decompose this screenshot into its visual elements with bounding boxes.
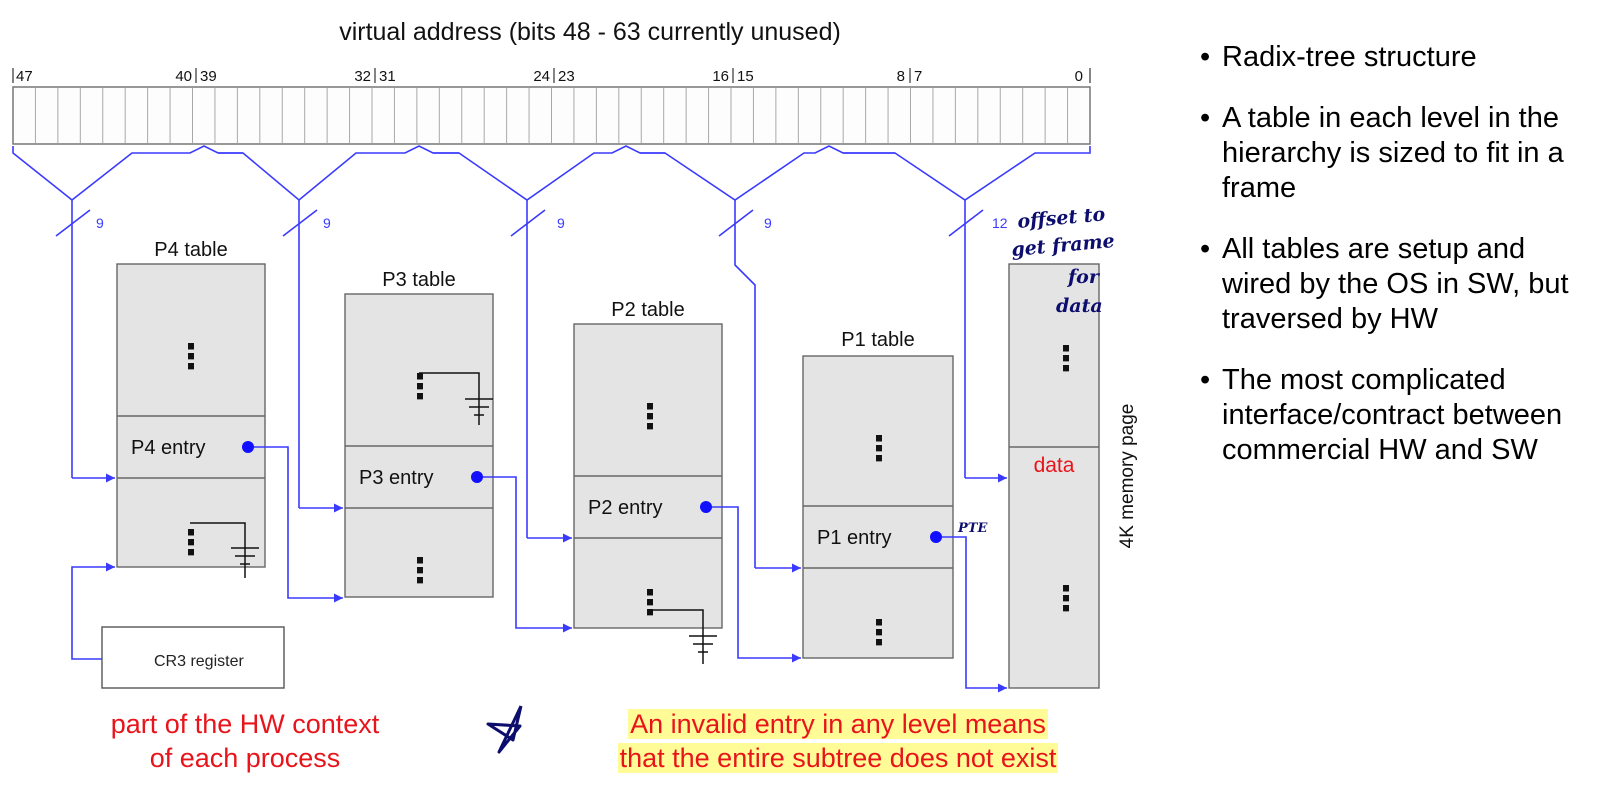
bit-label-0: 0: [1075, 68, 1083, 85]
bit-label-32: 32: [354, 68, 371, 85]
p4-ellipsis-bottom: ⋮: [174, 523, 208, 563]
field-braces: [12, 145, 1091, 202]
handwritten-offset-line1: offset to: [1017, 203, 1107, 233]
p2-ellipsis-top: ⋮: [633, 397, 667, 437]
cr3-register: [101, 626, 285, 689]
p4-entry-label: P4 entry: [131, 437, 205, 459]
bit-label-40: 40: [175, 68, 192, 85]
bit-label-39: 39: [200, 68, 217, 85]
diagram-title: virtual address (bits 48 - 63 currently …: [339, 18, 841, 46]
index-width-p1: 9: [764, 215, 772, 231]
invalid-caption-line2: that the entire subtree does not exist: [617, 743, 1059, 773]
bit-label-8: 8: [897, 68, 905, 85]
index-width-p4: 9: [96, 215, 104, 231]
pointer-arrows: [71, 446, 1007, 693]
p3-entry-dot: [471, 471, 483, 483]
p2-ellipsis-bottom: ⋮: [633, 583, 667, 623]
p1-ellipsis-top: ⋮: [862, 429, 896, 469]
bullet-item: • All tables are setup and wired by the O…: [1200, 233, 1569, 335]
memory-page: [1008, 263, 1100, 689]
invalid-entry-caption: An invalid entry in any level means that…: [538, 707, 1138, 775]
p1-entry-label: P1 entry: [817, 527, 891, 549]
index-lines: [55, 200, 984, 568]
handwritten-offset-line4: data: [1056, 295, 1103, 317]
bit-label-23: 23: [558, 68, 575, 85]
index-width-p2: 9: [557, 215, 565, 231]
ground-symbols: [190, 372, 717, 664]
bit-labels: 47 40 39 32 31 24 23 16 15 8 7 0: [16, 68, 1083, 85]
p1-table-title: P1 table: [841, 329, 914, 351]
index-width-p3: 9: [323, 215, 331, 231]
cr3-register-label: CR3 register: [154, 653, 244, 670]
p2-table-title: P2 table: [611, 299, 684, 321]
p1-ellipsis-bottom: ⋮: [862, 613, 896, 653]
bit-label-16: 16: [712, 68, 729, 85]
invalid-caption-line1: An invalid entry in any level means: [628, 709, 1048, 739]
p2-entry-dot: [700, 501, 712, 513]
p4-ellipsis-top: ⋮: [174, 337, 208, 377]
bullet-list: • Radix-tree structure • A table in each l…: [1200, 40, 1595, 494]
p1-table: [802, 355, 954, 659]
p3-table-title: P3 table: [382, 269, 455, 291]
bullet-item: • A table in each level in the hierarchy …: [1200, 102, 1564, 204]
p4-entry-dot: [242, 441, 254, 453]
p1-entry-dot: [930, 531, 942, 543]
p4-table-title: P4 table: [154, 239, 227, 261]
handwritten-offset-line3: for: [1066, 266, 1101, 288]
memory-page-label: 4K memory page: [1117, 404, 1138, 549]
p3-ellipsis-bottom: ⋮: [403, 551, 437, 591]
virtual-address-register: [12, 86, 1091, 145]
star-doodle: [486, 705, 523, 754]
handwritten-pte: PTE: [957, 521, 988, 536]
bit-label-31: 31: [379, 68, 396, 85]
index-width-offset: 12: [992, 215, 1008, 231]
bit-label-7: 7: [914, 68, 922, 85]
page-ellipsis-top: ⋮: [1049, 339, 1083, 379]
page-data-label: data: [1034, 454, 1075, 477]
handwritten-offset-line2: get frame: [1011, 230, 1116, 261]
hw-context-caption: part of the HW context of each process: [80, 707, 410, 775]
bullet-item: • The most complicated interface/contract…: [1200, 364, 1563, 466]
hw-context-line2: of each process: [149, 743, 341, 773]
p2-entry-label: P2 entry: [588, 497, 662, 519]
bit-label-24: 24: [533, 68, 550, 85]
p3-entry-label: P3 entry: [359, 467, 433, 489]
bit-label-15: 15: [737, 68, 754, 85]
bit-label-47: 47: [16, 68, 33, 85]
hw-context-line1: part of the HW context: [110, 709, 380, 739]
page-ellipsis-bottom: ⋮: [1049, 579, 1083, 619]
bullet-item: • Radix-tree structure: [1200, 41, 1477, 73]
